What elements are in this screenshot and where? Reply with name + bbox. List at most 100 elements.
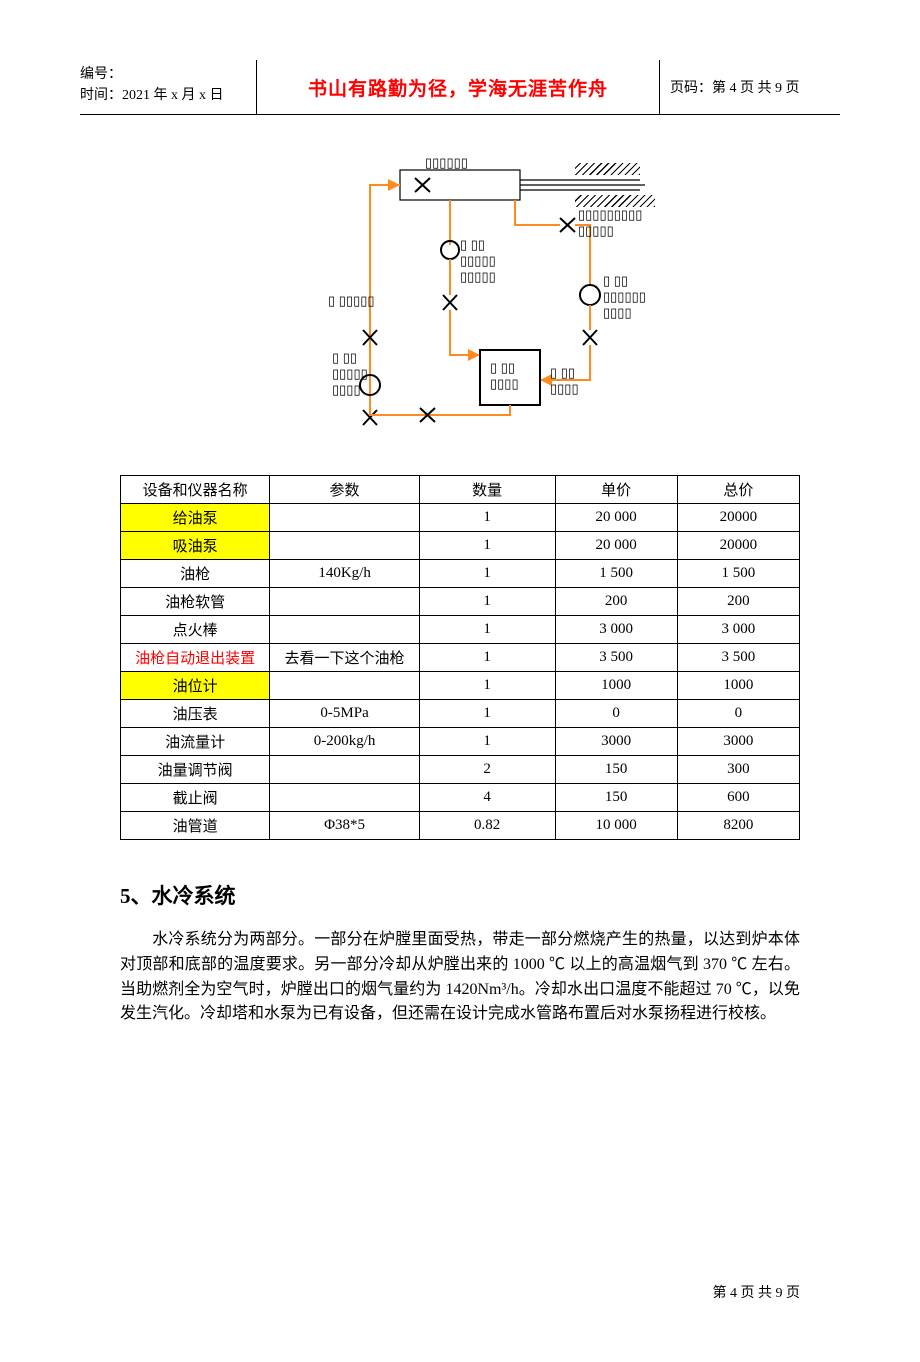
table-row: 截止阀 4150600: [121, 784, 800, 812]
table-cell: 140Kg/h: [270, 560, 419, 588]
table-cell: 200: [555, 588, 677, 616]
table-cell: 20 000: [555, 504, 677, 532]
table-cell: 油枪自动退出装置: [121, 644, 270, 672]
table-cell: 1: [419, 672, 555, 700]
table-cell: 1 500: [677, 560, 799, 588]
table-cell: 20000: [677, 532, 799, 560]
table-cell: 油流量计: [121, 728, 270, 756]
table-cell: 8200: [677, 812, 799, 840]
diagram-label-4: ▯ ▯▯▯▯▯▯▯▯▯▯▯▯: [603, 273, 646, 321]
table-cell: 给油泵: [121, 504, 270, 532]
table-cell: 10 000: [555, 812, 677, 840]
col-unit-price: 单价: [555, 476, 677, 504]
table-cell: 点火棒: [121, 616, 270, 644]
header-left: 编号： 时间：2021 年 x 月 x 日: [80, 60, 257, 114]
page-header: 编号： 时间：2021 年 x 月 x 日 书山有路勤为径，学海无涯苦作舟 页码…: [80, 60, 840, 115]
table-cell: 300: [677, 756, 799, 784]
diagram-label-6: ▯ ▯▯▯▯▯▯▯▯▯▯▯: [332, 350, 368, 398]
table-cell: 0-200kg/h: [270, 728, 419, 756]
table-cell: 油压表: [121, 700, 270, 728]
table-cell: 1: [419, 588, 555, 616]
table-cell: 1: [419, 616, 555, 644]
table-cell: [270, 672, 419, 700]
table-cell: 200: [677, 588, 799, 616]
diagram-label-8: ▯ ▯▯▯▯▯▯: [550, 365, 579, 397]
diagram-label-3: ▯ ▯▯▯▯▯▯▯▯▯▯▯▯: [460, 237, 496, 285]
section-body-text: 水冷系统分为两部分。一部分在炉膛里面受热，带走一部分燃烧产生的热量，以达到炉本体…: [120, 931, 800, 1022]
table-cell: [270, 756, 419, 784]
table-cell: 3 500: [555, 644, 677, 672]
table-row: 油枪140Kg/h11 5001 500: [121, 560, 800, 588]
table-row: 点火棒13 0003 000: [121, 616, 800, 644]
table-cell: [270, 588, 419, 616]
col-param: 参数: [270, 476, 419, 504]
table-cell: 150: [555, 784, 677, 812]
table-cell: 1: [419, 644, 555, 672]
table-row: 油管道Φ38*50.8210 0008200: [121, 812, 800, 840]
equipment-table-wrap: 设备和仪器名称 参数 数量 单价 总价 给油泵120 00020000吸油泵12…: [120, 475, 800, 840]
table-cell: 1 500: [555, 560, 677, 588]
section-body: 水冷系统分为两部分。一部分在炉膛里面受热，带走一部分燃烧产生的热量，以达到炉本体…: [120, 928, 800, 1027]
table-cell: 0-5MPa: [270, 700, 419, 728]
table-cell: [270, 532, 419, 560]
table-cell: 150: [555, 756, 677, 784]
table-cell: 1: [419, 504, 555, 532]
table-cell: 1: [419, 560, 555, 588]
equipment-table: 设备和仪器名称 参数 数量 单价 总价 给油泵120 00020000吸油泵12…: [120, 475, 800, 840]
table-body: 给油泵120 00020000吸油泵120 00020000油枪140Kg/h1…: [121, 504, 800, 840]
table-cell: 2: [419, 756, 555, 784]
table-cell: 1000: [677, 672, 799, 700]
table-cell: 油枪软管: [121, 588, 270, 616]
table-row: 油量调节阀 2150300: [121, 756, 800, 784]
table-cell: [270, 504, 419, 532]
diagram-label-2: ▯▯▯▯▯▯▯▯▯▯▯▯▯▯: [578, 207, 642, 239]
table-cell: 20000: [677, 504, 799, 532]
header-motto: 书山有路勤为径，学海无涯苦作舟: [257, 60, 660, 114]
table-cell: 3 000: [555, 616, 677, 644]
diagram-label-7: ▯ ▯▯▯▯▯▯: [490, 360, 519, 392]
table-row: 给油泵 120 00020000: [121, 504, 800, 532]
table-cell: 1: [419, 700, 555, 728]
table-cell: 0.82: [419, 812, 555, 840]
table-row: 油枪自动退出装置去看一下这个油枪13 5003 500: [121, 644, 800, 672]
table-cell: 1: [419, 532, 555, 560]
col-total: 总价: [677, 476, 799, 504]
header-page: 页码：第 4 页 共 9 页: [660, 60, 840, 114]
table-cell: 20 000: [555, 532, 677, 560]
table-cell: 截止阀: [121, 784, 270, 812]
diagram-label-1: ▯▯▯▯▯▯: [425, 155, 468, 171]
table-cell: 3 500: [677, 644, 799, 672]
table-row: 油位计110001000: [121, 672, 800, 700]
doc-date: 时间：2021 年 x 月 x 日: [80, 85, 250, 106]
col-qty: 数量: [419, 476, 555, 504]
table-cell: 油位计: [121, 672, 270, 700]
table-cell: 吸油泵: [121, 532, 270, 560]
diagram-label-5: ▯ ▯▯▯▯▯: [328, 293, 375, 309]
table-cell: 3000: [555, 728, 677, 756]
table-cell: Φ38*5: [270, 812, 419, 840]
table-cell: 0: [555, 700, 677, 728]
table-row: 吸油泵 120 00020000: [121, 532, 800, 560]
table-cell: 油枪: [121, 560, 270, 588]
table-header-row: 设备和仪器名称 参数 数量 单价 总价: [121, 476, 800, 504]
table-cell: 3000: [677, 728, 799, 756]
table-row: 油流量计0-200kg/h130003000: [121, 728, 800, 756]
table-cell: 1: [419, 728, 555, 756]
section-title: 5、水冷系统: [120, 880, 800, 910]
table-row: 油压表0-5MPa100: [121, 700, 800, 728]
doc-number: 编号：: [80, 64, 250, 85]
table-cell: [270, 784, 419, 812]
page-footer: 第 4 页 共 9 页: [713, 1282, 801, 1302]
table-cell: 1000: [555, 672, 677, 700]
table-row: 油枪软管1200200: [121, 588, 800, 616]
table-cell: [270, 616, 419, 644]
col-name: 设备和仪器名称: [121, 476, 270, 504]
table-cell: 0: [677, 700, 799, 728]
table-cell: 油管道: [121, 812, 270, 840]
table-cell: 600: [677, 784, 799, 812]
table-cell: 油量调节阀: [121, 756, 270, 784]
table-cell: 4: [419, 784, 555, 812]
table-cell: 去看一下这个油枪: [270, 644, 419, 672]
process-diagram: ▯▯▯▯▯▯ ▯▯▯▯▯▯▯▯▯▯▯▯▯▯ ▯ ▯▯▯▯▯▯▯▯▯▯▯▯ ▯ ▯…: [220, 155, 700, 445]
table-cell: 3 000: [677, 616, 799, 644]
